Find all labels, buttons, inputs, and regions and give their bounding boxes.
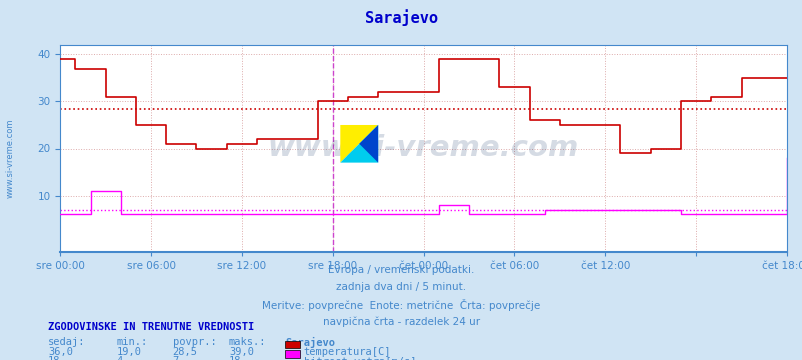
Text: zadnja dva dni / 5 minut.: zadnja dva dni / 5 minut. [336, 282, 466, 292]
Text: povpr.:: povpr.: [172, 337, 216, 347]
Text: hitrost vetra[m/s]: hitrost vetra[m/s] [303, 356, 415, 360]
Polygon shape [340, 125, 378, 163]
Text: min.:: min.: [116, 337, 148, 347]
Text: 18: 18 [48, 356, 61, 360]
Text: www.si-vreme.com: www.si-vreme.com [6, 119, 15, 198]
Text: 7: 7 [172, 356, 179, 360]
Text: Evropa / vremenski podatki.: Evropa / vremenski podatki. [328, 265, 474, 275]
Text: 19,0: 19,0 [116, 347, 141, 357]
Text: Sarajevo: Sarajevo [285, 337, 334, 348]
Text: Sarajevo: Sarajevo [365, 9, 437, 26]
Text: 36,0: 36,0 [48, 347, 73, 357]
Text: sedaj:: sedaj: [48, 337, 86, 347]
Text: Meritve: povprečne  Enote: metrične  Črta: povprečje: Meritve: povprečne Enote: metrične Črta:… [262, 299, 540, 311]
Text: 39,0: 39,0 [229, 347, 253, 357]
Text: ZGODOVINSKE IN TRENUTNE VREDNOSTI: ZGODOVINSKE IN TRENUTNE VREDNOSTI [48, 322, 254, 332]
Text: 4: 4 [116, 356, 123, 360]
Text: 28,5: 28,5 [172, 347, 197, 357]
Text: www.si-vreme.com: www.si-vreme.com [268, 135, 578, 162]
Text: maks.:: maks.: [229, 337, 266, 347]
Text: temperatura[C]: temperatura[C] [303, 347, 391, 357]
Polygon shape [358, 125, 378, 163]
Text: 18: 18 [229, 356, 241, 360]
Text: navpična črta - razdelek 24 ur: navpična črta - razdelek 24 ur [322, 316, 480, 327]
Polygon shape [340, 125, 378, 163]
